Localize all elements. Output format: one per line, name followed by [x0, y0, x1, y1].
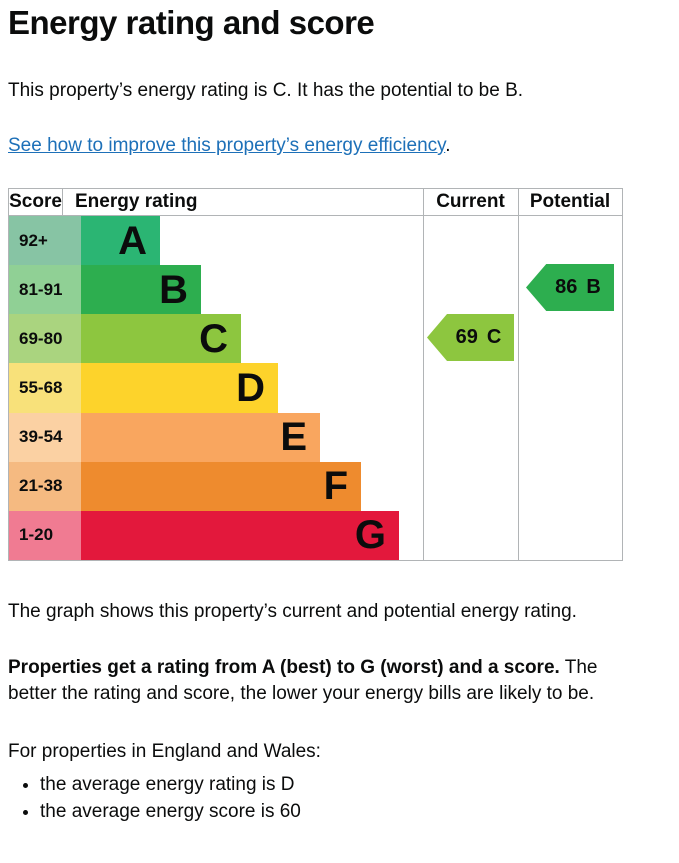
band-letter: A — [118, 218, 147, 263]
band-bar-d: D — [81, 363, 278, 413]
potential-column-divider — [518, 189, 519, 560]
column-header-potential: Potential — [529, 191, 611, 212]
improve-link-line: See how to improve this property’s energ… — [8, 133, 451, 159]
current-score: 69 — [455, 326, 478, 348]
band-bar-e: E — [81, 412, 320, 462]
page-title: Energy rating and score — [8, 4, 375, 41]
column-header-score: Score — [9, 191, 62, 212]
band-letter: B — [159, 267, 188, 312]
band-rows: 92+ A 81-91 B 69-80 C 55-68 — [9, 216, 622, 560]
band-row-g: 1-20 G — [9, 510, 622, 560]
band-row-f: 21-38 F — [9, 461, 622, 511]
band-score-range: 1-20 — [9, 510, 81, 560]
band-letter: D — [236, 365, 265, 410]
band-bar-b: B — [81, 265, 201, 315]
band-score-range: 92+ — [9, 216, 81, 266]
band-score-range: 69-80 — [9, 314, 81, 364]
band-score-range: 21-38 — [9, 461, 81, 511]
band-bar-f: F — [81, 461, 361, 511]
column-header-energy-rating: Energy rating — [75, 191, 198, 212]
band-row-e: 39-54 E — [9, 412, 622, 462]
band-letter: G — [354, 513, 386, 558]
potential-score: 86 — [555, 276, 578, 298]
improve-efficiency-link[interactable]: See how to improve this property’s energ… — [8, 135, 446, 156]
band-letter: F — [323, 464, 348, 509]
chart-header: Score Energy rating Current Potential — [9, 189, 622, 215]
rating-explanation-rest: The better the rating and score, the low… — [8, 657, 598, 704]
band-score-range: 55-68 — [9, 363, 81, 413]
band-score-range: 39-54 — [9, 412, 81, 462]
current-column-divider — [423, 189, 424, 560]
band-letter: E — [280, 415, 307, 460]
averages-list: the average energy rating is D the avera… — [18, 772, 301, 826]
band-row-d: 55-68 D — [9, 363, 622, 413]
rating-explanation: Properties get a rating from A (best) to… — [8, 655, 628, 707]
band-row-c: 69-80 C — [9, 314, 622, 364]
band-letter: C — [199, 316, 228, 361]
region-heading: For properties in England and Wales: — [8, 741, 321, 762]
band-bar-c: C — [81, 314, 241, 364]
band-row-a: 92+ A — [9, 216, 622, 266]
link-suffix: . — [445, 135, 451, 156]
energy-rating-chart: Score Energy rating Current Potential 92… — [8, 188, 623, 561]
potential-rating-arrow: 86 B — [526, 263, 614, 312]
current-band-letter: C — [486, 326, 502, 348]
intro-text: This property’s energy rating is C. It h… — [8, 80, 524, 101]
current-rating-arrow: 69 C — [427, 313, 514, 362]
column-header-current: Current — [436, 191, 505, 212]
band-bar-a: A — [81, 216, 160, 266]
band-score-range: 81-91 — [9, 265, 81, 315]
band-bar-g: G — [81, 510, 399, 560]
potential-band-letter: B — [586, 276, 601, 298]
band-row-b: 81-91 B — [9, 265, 622, 315]
rating-explanation-bold: Properties get a rating from A (best) to… — [8, 657, 560, 678]
chart-caption: The graph shows this property’s current … — [8, 601, 577, 622]
header-divider-line — [9, 215, 622, 216]
average-rating-item: the average energy rating is D — [40, 772, 301, 798]
average-score-item: the average energy score is 60 — [40, 799, 301, 825]
score-column-divider — [62, 189, 63, 215]
